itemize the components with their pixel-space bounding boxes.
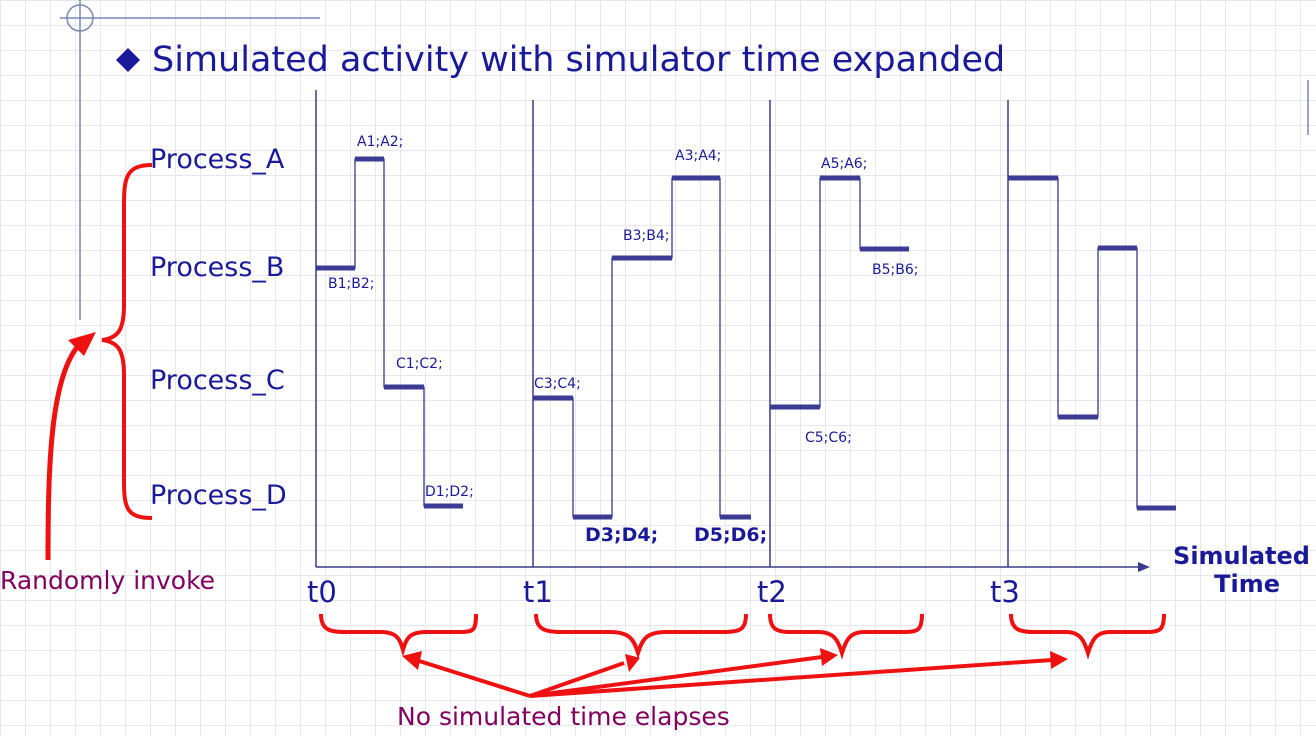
activity-bars <box>316 156 1176 520</box>
process-label-d: Process_D <box>150 480 287 511</box>
brace-t0 <box>319 613 478 657</box>
trace-segment-1 <box>316 158 463 507</box>
corner-mark <box>60 0 1309 320</box>
event-label-a5a6: A5;A6; <box>821 156 868 172</box>
no-time-elapses-note: No simulated time elapses <box>397 702 730 731</box>
event-label-d3d4: D3;D4; <box>585 524 659 546</box>
randomly-invoke-note: Randomly invoke <box>0 566 216 595</box>
process-label-b: Process_B <box>150 252 285 283</box>
time-axis-label-line1: Simulated <box>1173 542 1310 570</box>
activity-traces <box>316 158 1147 518</box>
process-label-c: Process_C <box>150 365 285 396</box>
slide-title: Simulated activity with simulator time e… <box>152 40 1006 80</box>
brace-t1 <box>534 613 748 660</box>
event-label-a1a2: A1;A2; <box>357 134 404 150</box>
bottom-arrows <box>402 648 1068 698</box>
tick-label-t0: t0 <box>307 575 337 609</box>
tick-label-t2: t2 <box>757 575 787 609</box>
tick-label-t3: t3 <box>990 575 1020 609</box>
brace-t2 <box>768 613 924 660</box>
time-axis-label-line2: Time <box>1214 570 1280 598</box>
event-label-c3c4: C3;C4; <box>534 376 581 392</box>
event-label-b5b6: B5;B6; <box>872 262 919 278</box>
left-arrow <box>45 332 96 561</box>
brace-t3 <box>1009 613 1166 660</box>
axes <box>315 90 1150 572</box>
trace-segment-3 <box>770 177 909 408</box>
time-axis-arrowhead <box>1138 562 1150 572</box>
process-label-a: Process_A <box>150 144 285 175</box>
time-axis-label: Simulated Time <box>1150 542 1310 598</box>
event-label-d1d2: D1;D2; <box>425 484 474 500</box>
process-group-brace <box>101 163 153 520</box>
event-label-c5c6: C5;C6; <box>805 430 852 446</box>
event-label-c1c2: C1;C2; <box>396 356 443 372</box>
event-label-b1b2: B1;B2; <box>328 276 375 292</box>
event-label-a3a4: A3;A4; <box>675 148 722 164</box>
trace-segment-4 <box>1008 177 1147 509</box>
event-label-d5d6: D5;D6; <box>694 524 768 546</box>
tick-label-t1: t1 <box>523 575 553 609</box>
bottom-braces <box>319 613 1166 660</box>
event-label-b3b4: B3;B4; <box>623 228 670 244</box>
